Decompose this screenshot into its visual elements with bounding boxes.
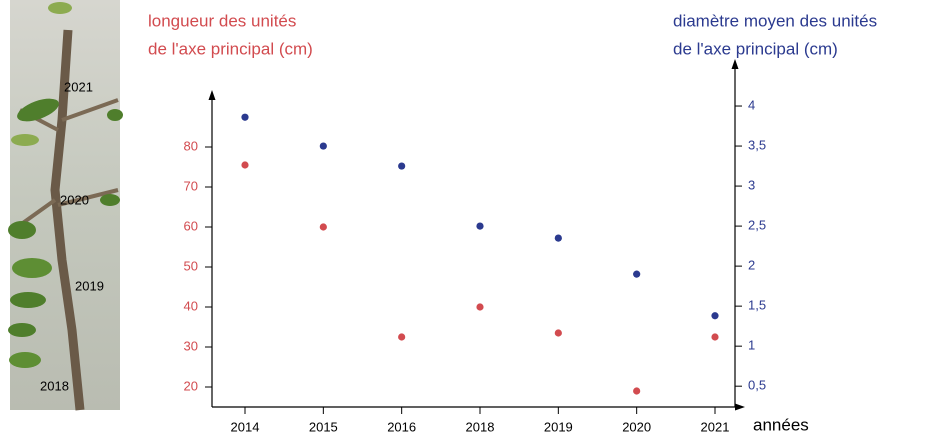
y2-tick-label: 4 — [748, 97, 755, 112]
y2-tick-label: 3,5 — [748, 137, 766, 152]
point — [320, 142, 327, 149]
axis-arrows — [209, 59, 746, 411]
y2-tick-label: 1 — [748, 338, 755, 353]
y-tick-label: 40 — [184, 298, 198, 313]
y2-tick-label: 2 — [748, 258, 755, 273]
point — [555, 329, 562, 336]
x-tick-label: 2019 — [544, 419, 573, 434]
x-tick-label: 2021 — [701, 419, 730, 434]
x-tick-label: 2018 — [466, 419, 495, 434]
axes — [212, 66, 738, 407]
point — [555, 235, 562, 242]
point — [398, 162, 405, 169]
y2-tick-label: 3 — [748, 178, 755, 193]
y-axis-title: longueur des unités — [148, 11, 296, 30]
y-tick-label: 50 — [184, 258, 198, 273]
y-tick-label: 80 — [184, 138, 198, 153]
y2-axis-title: de l'axe principal (cm) — [673, 39, 838, 58]
point — [633, 387, 640, 394]
point — [476, 222, 483, 229]
x-tick-label: 2014 — [231, 419, 260, 434]
point — [476, 303, 483, 310]
point — [398, 333, 405, 340]
y2-axis-title: diamètre moyen des unités — [673, 11, 877, 30]
point — [711, 312, 718, 319]
point — [711, 333, 718, 340]
point — [241, 161, 248, 168]
y-axis-title: de l'axe principal (cm) — [148, 39, 313, 58]
y2-tick-label: 1,5 — [748, 298, 766, 313]
y-tick-label: 70 — [184, 178, 198, 193]
photo-label: 2021 — [64, 79, 93, 94]
photo-label: 2018 — [40, 378, 69, 393]
figure: 2021 2020 2019 2018 longueur des unités … — [0, 0, 943, 438]
y2-tick-label: 0,5 — [748, 378, 766, 393]
y-tick-label: 30 — [184, 338, 198, 353]
y-tick-label: 20 — [184, 378, 198, 393]
x-tick-label: 2020 — [622, 419, 651, 434]
photo-label: 2020 — [60, 192, 89, 207]
y2-tick-label: 2,5 — [748, 218, 766, 233]
point — [241, 114, 248, 121]
x-tick-label: 2015 — [309, 419, 338, 434]
photo-label: 2019 — [75, 278, 104, 293]
y-tick-label: 60 — [184, 218, 198, 233]
x-tick-label: 2016 — [387, 419, 416, 434]
x-axis-title: années — [753, 415, 809, 434]
point — [633, 271, 640, 278]
photo: 2021 2020 2019 2018 — [8, 0, 123, 410]
point — [320, 223, 327, 230]
